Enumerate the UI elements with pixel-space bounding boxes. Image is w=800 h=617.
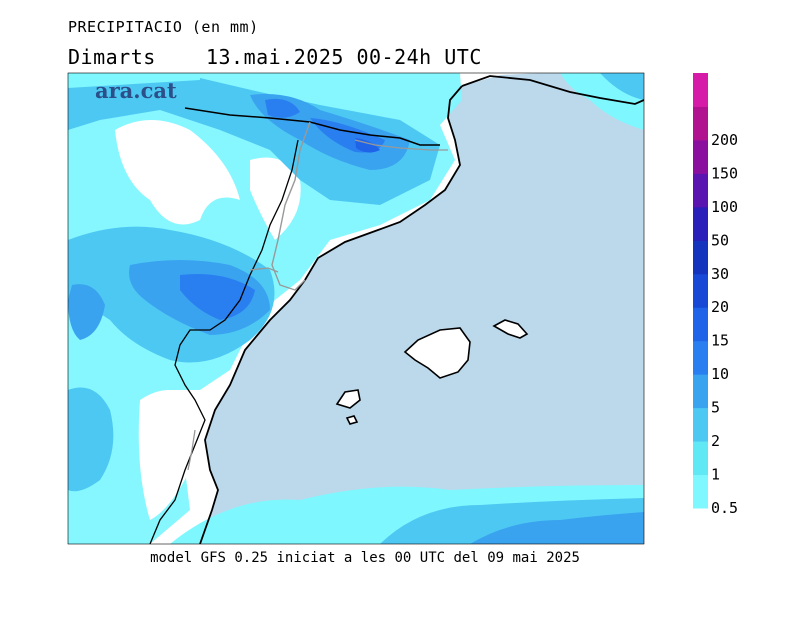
legend-label: 20	[711, 298, 729, 316]
legend-swatch	[693, 106, 708, 141]
island-menorca	[492, 319, 529, 339]
legend-swatch	[693, 307, 708, 342]
legend-labels: 0.5 1 2 5 10 15 20 30 50 100 150 200	[711, 131, 738, 517]
sea-area	[200, 73, 644, 544]
region-border-south	[187, 429, 196, 471]
legend-label: 100	[711, 198, 738, 216]
legend-swatch	[693, 173, 708, 208]
legend-color-bar	[693, 73, 708, 509]
legend-label: 5	[711, 399, 720, 417]
map-frame	[67, 72, 645, 545]
legend-label: 200	[711, 131, 738, 149]
country-border	[184, 107, 440, 146]
legend-swatch	[693, 206, 708, 241]
precip-fields	[68, 73, 644, 544]
chart-title: PRECIPITACIO (en mm)	[68, 18, 259, 36]
legend-label: 2	[711, 432, 720, 450]
aracat-logo: ara.cat	[95, 78, 177, 103]
island-formentera	[345, 415, 359, 425]
chart-subtitle-date: Dimarts 13.mai.2025 00-24h UTC	[68, 45, 482, 69]
legend-label: 30	[711, 265, 729, 283]
legend-swatch	[693, 340, 708, 375]
legend-swatch	[693, 273, 708, 308]
legend-swatch	[693, 139, 708, 174]
region-border	[271, 121, 311, 291]
legend-swatch	[693, 407, 708, 442]
legend-label: 50	[711, 231, 729, 249]
legend-swatch	[693, 240, 708, 275]
legend-swatch	[693, 474, 708, 509]
region-border-valencia	[249, 267, 279, 273]
legend-swatch	[693, 73, 708, 107]
legend-swatch	[693, 441, 708, 476]
island-ibiza	[335, 389, 361, 409]
region-border-inner	[149, 139, 299, 544]
legend-label: 1	[711, 466, 720, 484]
legend-label: 0.5	[711, 499, 738, 517]
model-run-caption: model GFS 0.25 iniciat a les 00 UTC del …	[150, 550, 580, 566]
region-border-france	[354, 139, 448, 151]
coastline-france	[461, 75, 644, 105]
legend-label: 150	[711, 164, 738, 182]
island-mallorca	[403, 327, 471, 379]
legend-label: 10	[711, 365, 729, 383]
coastline	[199, 85, 463, 544]
legend-swatch	[693, 374, 708, 409]
legend-label: 15	[711, 332, 729, 350]
